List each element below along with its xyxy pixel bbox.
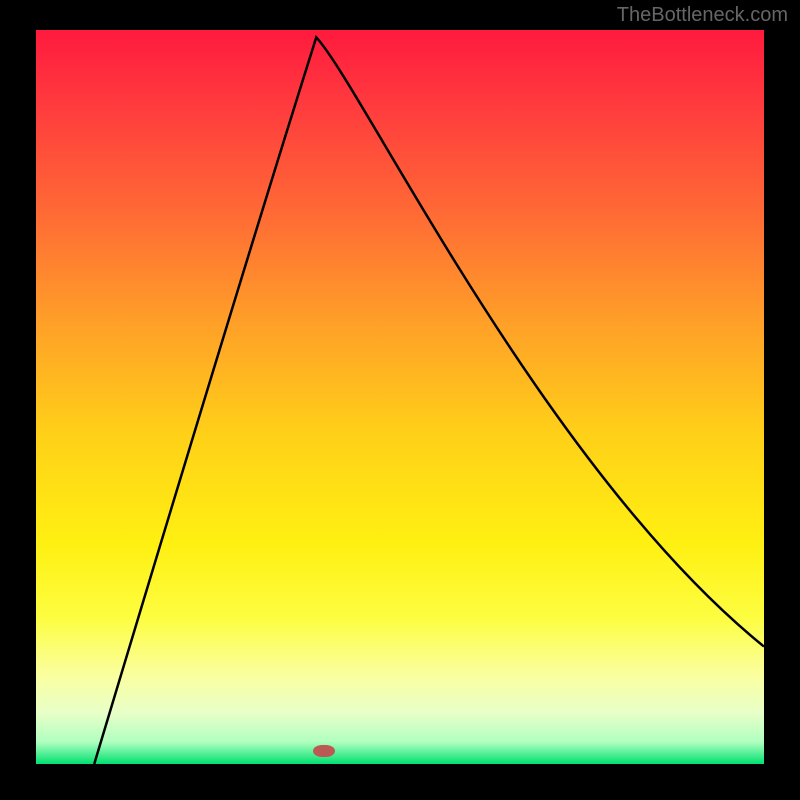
bottleneck-curve	[94, 37, 764, 764]
plot-area	[36, 30, 764, 764]
optimum-marker	[313, 745, 335, 757]
watermark-text: TheBottleneck.com	[617, 4, 788, 27]
curve-svg	[36, 30, 764, 764]
